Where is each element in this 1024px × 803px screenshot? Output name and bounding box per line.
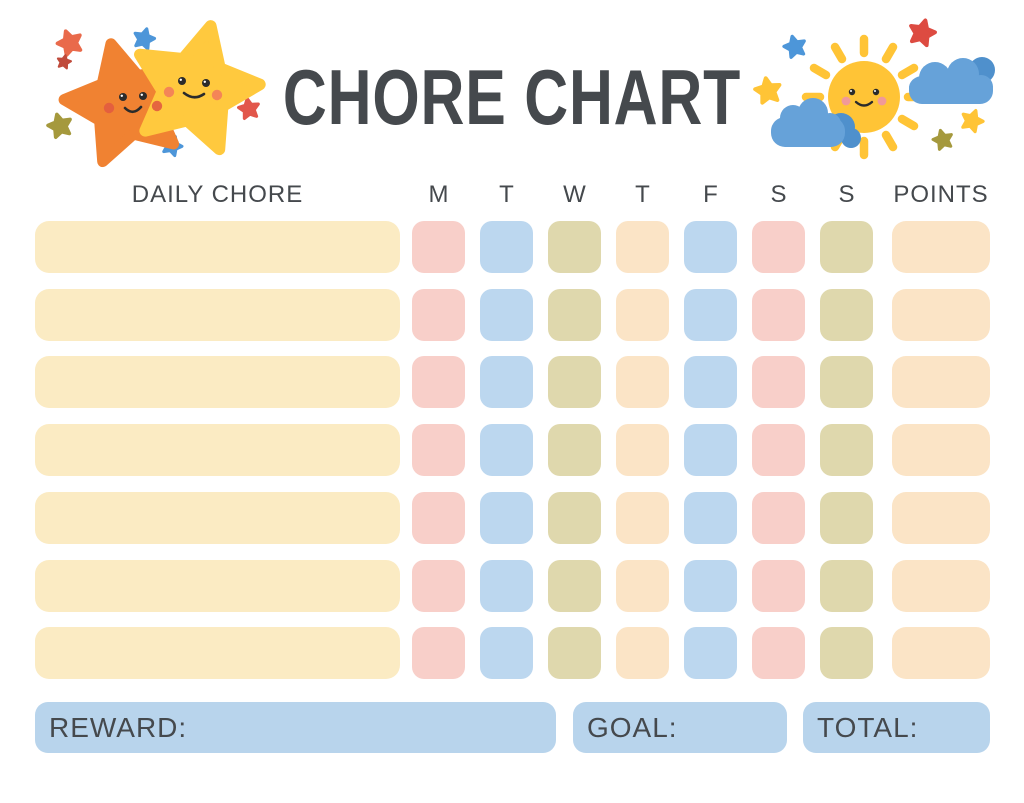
day-square[interactable] bbox=[480, 221, 533, 273]
points-box[interactable] bbox=[892, 356, 990, 408]
day-square[interactable] bbox=[820, 560, 873, 612]
total-box[interactable]: TOTAL: bbox=[803, 702, 990, 753]
day-square[interactable] bbox=[684, 424, 737, 476]
day-square[interactable] bbox=[412, 627, 465, 679]
day-square[interactable] bbox=[412, 356, 465, 408]
points-box[interactable] bbox=[892, 289, 990, 341]
day-square[interactable] bbox=[616, 492, 669, 544]
day-square[interactable] bbox=[820, 627, 873, 679]
tiny-dark-red-star-icon bbox=[55, 52, 74, 70]
reward-box[interactable]: REWARD: bbox=[35, 702, 556, 753]
points-header: POINTS bbox=[893, 181, 989, 208]
day-square[interactable] bbox=[412, 492, 465, 544]
day-square[interactable] bbox=[684, 289, 737, 341]
sun-face bbox=[841, 88, 887, 107]
day-header-7: S bbox=[838, 181, 855, 208]
day-square[interactable] bbox=[480, 492, 533, 544]
day-square[interactable] bbox=[684, 627, 737, 679]
points-box[interactable] bbox=[892, 627, 990, 679]
day-square[interactable] bbox=[752, 560, 805, 612]
small-yellow-star-icon bbox=[751, 74, 784, 106]
small-yellow-star-icon bbox=[957, 105, 988, 135]
day-square[interactable] bbox=[548, 627, 601, 679]
day-square[interactable] bbox=[412, 221, 465, 273]
day-square[interactable] bbox=[548, 492, 601, 544]
page-title: CHORE CHART bbox=[282, 53, 742, 141]
cloud-icon bbox=[771, 98, 861, 148]
chore-name-box[interactable] bbox=[35, 221, 400, 273]
chore-name-box[interactable] bbox=[35, 424, 400, 476]
day-square[interactable] bbox=[752, 289, 805, 341]
stars-decoration bbox=[44, 12, 278, 172]
day-square[interactable] bbox=[412, 289, 465, 341]
yellow-star-face bbox=[163, 77, 223, 101]
day-square[interactable] bbox=[752, 356, 805, 408]
orange-star-face bbox=[103, 92, 163, 114]
day-square[interactable] bbox=[684, 560, 737, 612]
chore-name-box[interactable] bbox=[35, 356, 400, 408]
day-square[interactable] bbox=[820, 289, 873, 341]
day-header-4: T bbox=[635, 181, 650, 208]
day-square[interactable] bbox=[820, 424, 873, 476]
day-square[interactable] bbox=[616, 289, 669, 341]
small-olive-star-icon bbox=[44, 109, 76, 141]
chore-name-box[interactable] bbox=[35, 560, 400, 612]
chore-name-box[interactable] bbox=[35, 627, 400, 679]
day-square[interactable] bbox=[684, 221, 737, 273]
day-square[interactable] bbox=[752, 221, 805, 273]
day-square[interactable] bbox=[548, 221, 601, 273]
day-square[interactable] bbox=[616, 627, 669, 679]
day-square[interactable] bbox=[412, 424, 465, 476]
day-header-6: S bbox=[770, 181, 787, 208]
day-square[interactable] bbox=[548, 560, 601, 612]
points-box[interactable] bbox=[892, 424, 990, 476]
day-square[interactable] bbox=[752, 492, 805, 544]
day-square[interactable] bbox=[616, 356, 669, 408]
day-header-5: F bbox=[703, 181, 718, 208]
day-square[interactable] bbox=[480, 560, 533, 612]
chore-name-box[interactable] bbox=[35, 492, 400, 544]
day-square[interactable] bbox=[548, 424, 601, 476]
small-blue-star-icon bbox=[130, 24, 158, 52]
points-box[interactable] bbox=[892, 221, 990, 273]
day-square[interactable] bbox=[820, 492, 873, 544]
day-square[interactable] bbox=[820, 221, 873, 273]
small-red-star-icon bbox=[905, 15, 940, 49]
goal-label: GOAL: bbox=[587, 712, 678, 743]
day-square[interactable] bbox=[480, 627, 533, 679]
day-square[interactable] bbox=[480, 289, 533, 341]
total-label: TOTAL: bbox=[817, 712, 919, 743]
cloud-icon bbox=[909, 57, 995, 104]
day-square[interactable] bbox=[684, 356, 737, 408]
daily-chore-header: DAILY CHORE bbox=[131, 181, 304, 208]
day-square[interactable] bbox=[616, 221, 669, 273]
points-box[interactable] bbox=[892, 560, 990, 612]
day-square[interactable] bbox=[548, 356, 601, 408]
day-square[interactable] bbox=[752, 424, 805, 476]
day-square[interactable] bbox=[412, 560, 465, 612]
day-square[interactable] bbox=[480, 424, 533, 476]
small-blue-star-icon bbox=[780, 32, 810, 60]
day-square[interactable] bbox=[616, 560, 669, 612]
day-square[interactable] bbox=[684, 492, 737, 544]
day-square[interactable] bbox=[752, 627, 805, 679]
day-square[interactable] bbox=[820, 356, 873, 408]
small-olive-star-icon bbox=[929, 126, 956, 152]
goal-box[interactable]: GOAL: bbox=[573, 702, 787, 753]
chore-name-box[interactable] bbox=[35, 289, 400, 341]
small-red-star-icon bbox=[52, 25, 87, 59]
day-square[interactable] bbox=[616, 424, 669, 476]
day-header-3: W bbox=[563, 181, 586, 208]
sun-clouds-decoration bbox=[751, 15, 995, 160]
reward-label: REWARD: bbox=[49, 712, 188, 743]
day-header-2: T bbox=[499, 181, 514, 208]
day-square[interactable] bbox=[548, 289, 601, 341]
day-square[interactable] bbox=[480, 356, 533, 408]
day-header-1: M bbox=[428, 181, 449, 208]
points-box[interactable] bbox=[892, 492, 990, 544]
